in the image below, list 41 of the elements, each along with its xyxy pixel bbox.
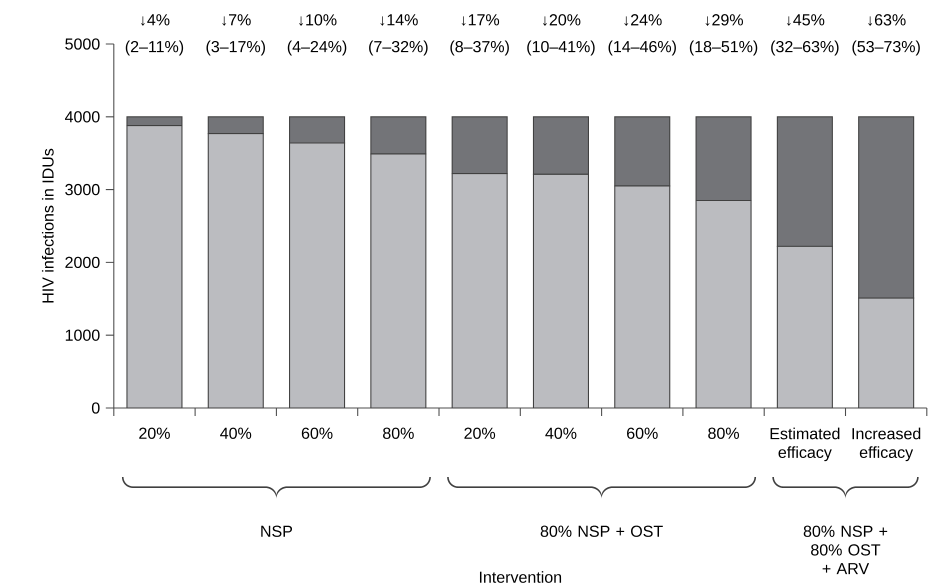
text: ↓24%	[624, 14, 662, 26]
text: 80% NSP + 80% OST + ARV	[804, 526, 888, 574]
text: ↓4%	[141, 14, 170, 26]
x-tick-label: 20%	[139, 428, 170, 439]
x-tick-label: 40%	[220, 428, 252, 439]
text: ↓7%	[222, 14, 251, 26]
annotation: (53–73%)	[852, 40, 920, 56]
annotation: (7–32%)	[369, 40, 428, 56]
text: ↓63%	[868, 14, 906, 26]
text: ↓29%	[706, 14, 743, 26]
x-tick-label: 40%	[545, 428, 576, 439]
text: 80% NSP + OST	[540, 526, 663, 537]
y-tick-label: 2000	[65, 256, 100, 268]
y-axis-title: HIV infections in IDUs	[42, 148, 54, 302]
annotation: (10–41%)	[527, 40, 595, 56]
y-tick-label: 0	[92, 402, 100, 414]
y-tick-label: 4000	[64, 111, 100, 122]
annotation: (14–46%)	[608, 40, 676, 56]
y-tick-label: 5000	[65, 38, 100, 50]
annotation: (18–51%)	[690, 40, 758, 56]
annotation: (2–11%)	[126, 40, 184, 56]
x-tick-label: 80%	[708, 428, 739, 439]
text: ↓17%	[462, 14, 500, 26]
annotation: (32–63%)	[771, 40, 839, 56]
text: Intervention	[480, 571, 562, 583]
y-tick-label: 3000	[65, 184, 100, 196]
x-tick-label: 20%	[464, 428, 496, 439]
text: ↓45%	[786, 14, 824, 26]
text: NSP	[261, 526, 292, 537]
text: ↓20%	[543, 14, 580, 26]
text: ↓10%	[299, 14, 336, 26]
annotation: (3–17%)	[206, 40, 265, 56]
annotation: (8–37%)	[450, 40, 509, 56]
y-tick-label: 1000	[66, 330, 100, 341]
annotation: (4–24%)	[288, 40, 346, 56]
x-tick-label: 80%	[383, 428, 414, 439]
x-tick-label: Increased efficacy	[852, 428, 920, 462]
x-tick-label: Estimated efficacy	[770, 428, 840, 462]
text: ↓14%	[380, 14, 418, 26]
x-tick-label: 60%	[302, 428, 332, 439]
x-tick-label: 60%	[627, 428, 658, 439]
